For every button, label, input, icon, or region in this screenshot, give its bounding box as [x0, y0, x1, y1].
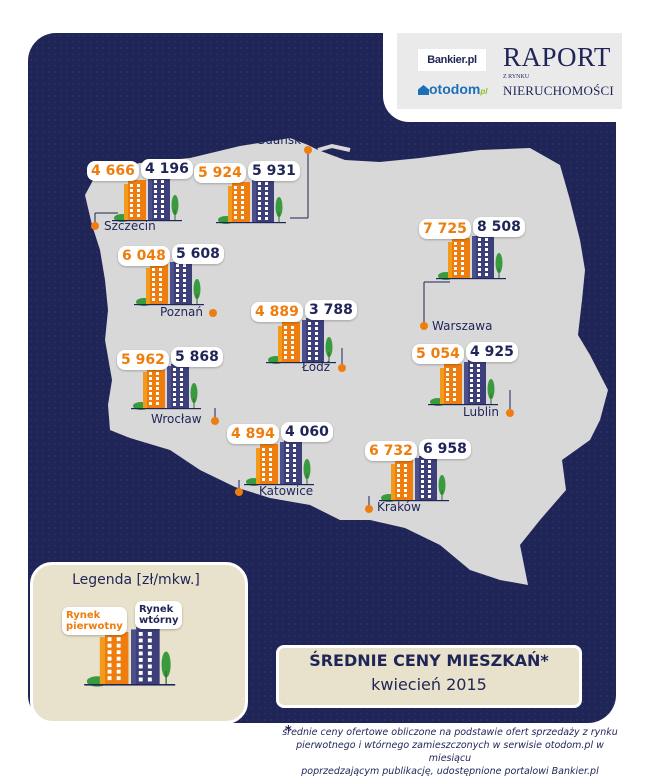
city-label-poznan: Poznań	[160, 305, 204, 319]
logo-inner	[397, 33, 622, 109]
wroclaw-secondary-price: 5 868	[171, 347, 223, 367]
city-label-lodz: Łódź	[302, 360, 331, 374]
footnote-line-2: pierwotnego i wtórnego zamieszczonych w …	[296, 740, 604, 764]
wroclaw-primary-price: 5 962	[117, 350, 169, 370]
katowice-secondary-price: 4 060	[281, 422, 333, 442]
building-icons-layer	[112, 176, 506, 502]
raport-logo-subtitle: Z RYNKU	[503, 74, 530, 80]
poznan-secondary-price: 5 608	[172, 244, 224, 264]
lublin-dot	[506, 409, 514, 417]
building-szczecin	[112, 176, 182, 222]
building-warszawa	[436, 234, 506, 280]
poznan-primary-price: 6 048	[118, 246, 170, 266]
warszawa-dot	[420, 322, 428, 330]
otodom-house-icon	[418, 85, 429, 95]
building-krakow	[379, 456, 449, 502]
katowice-primary-price: 4 894	[227, 424, 279, 444]
city-label-katowice: Katowice	[259, 484, 314, 498]
lodz-secondary-price: 3 788	[305, 300, 357, 320]
raport-logo-title: RAPORT	[503, 42, 611, 72]
title-panel	[276, 645, 582, 708]
city-label-krakow: Kraków	[377, 500, 421, 514]
raport-logo-nieruchomosci: NIERUCHOMOŚCI	[503, 83, 614, 98]
building-lodz	[266, 318, 336, 364]
legend-secondary-line2: wtórny	[139, 615, 179, 626]
city-label-szczecin: Szczecin	[104, 219, 156, 233]
legend-title: Legenda [zł/mkw.]	[72, 572, 200, 588]
legend-primary-line1: Rynek	[66, 610, 101, 621]
gdansk-dot	[304, 146, 312, 154]
szczecin-dot	[91, 222, 99, 230]
building-poznan	[134, 260, 204, 306]
footnote-line-3: poprzedzającym publikację, udostępnione …	[301, 766, 599, 777]
main-subtitle: kwiecień 2015	[371, 675, 487, 694]
krakow-dot	[365, 505, 373, 513]
building-katowice	[244, 440, 314, 486]
legend-secondary-line1: Rynek	[139, 604, 174, 615]
footnote-asterisk: *	[285, 724, 292, 739]
krakow-secondary-price: 6 958	[419, 439, 471, 459]
katowice-dot	[235, 488, 243, 496]
main-title: ŚREDNIE CENY MIESZKAŃ*	[309, 651, 549, 670]
legend-primary-line2: pierwotny	[66, 621, 123, 632]
footnote: średnie ceny ofertowe obliczone na podst…	[280, 726, 620, 778]
wroclaw-dot	[211, 417, 219, 425]
otodom-logo[interactable]: otodompl	[418, 81, 487, 97]
krakow-primary-price: 6 732	[365, 441, 417, 461]
building-gdansk	[216, 178, 286, 224]
city-label-wroclaw: Wrocław	[151, 412, 202, 426]
city-label-warszawa: Warszawa	[432, 319, 493, 333]
poznan-dot	[209, 309, 217, 317]
lublin-primary-price: 5 054	[412, 344, 464, 364]
otodom-logo-text: otodom	[429, 81, 481, 97]
building-lublin	[428, 360, 498, 406]
gdansk-secondary-price: 5 931	[248, 161, 300, 181]
lodz-primary-price: 4 889	[251, 302, 303, 322]
gdansk-primary-price: 5 924	[194, 163, 246, 183]
warszawa-primary-price: 7 725	[419, 219, 471, 239]
footnote-line-1: średnie ceny ofertowe obliczone na podst…	[282, 727, 618, 738]
legend-secondary-tag: Rynek wtórny	[135, 601, 183, 629]
szczecin-primary-price: 4 666	[87, 161, 139, 181]
otodom-logo-suffix: pl	[480, 87, 488, 96]
szczecin-secondary-price: 4 196	[141, 159, 193, 179]
city-label-lublin: Lublin	[463, 405, 499, 419]
legend-primary-tag: Rynek pierwotny	[62, 607, 127, 635]
building-wroclaw	[131, 364, 201, 410]
lublin-secondary-price: 4 925	[466, 342, 518, 362]
city-label-gdansk: Gdańsk	[256, 133, 302, 147]
lodz-dot	[338, 364, 346, 372]
bankier-logo[interactable]: Bankier.pl	[418, 49, 486, 71]
warszawa-secondary-price: 8 508	[473, 217, 525, 237]
